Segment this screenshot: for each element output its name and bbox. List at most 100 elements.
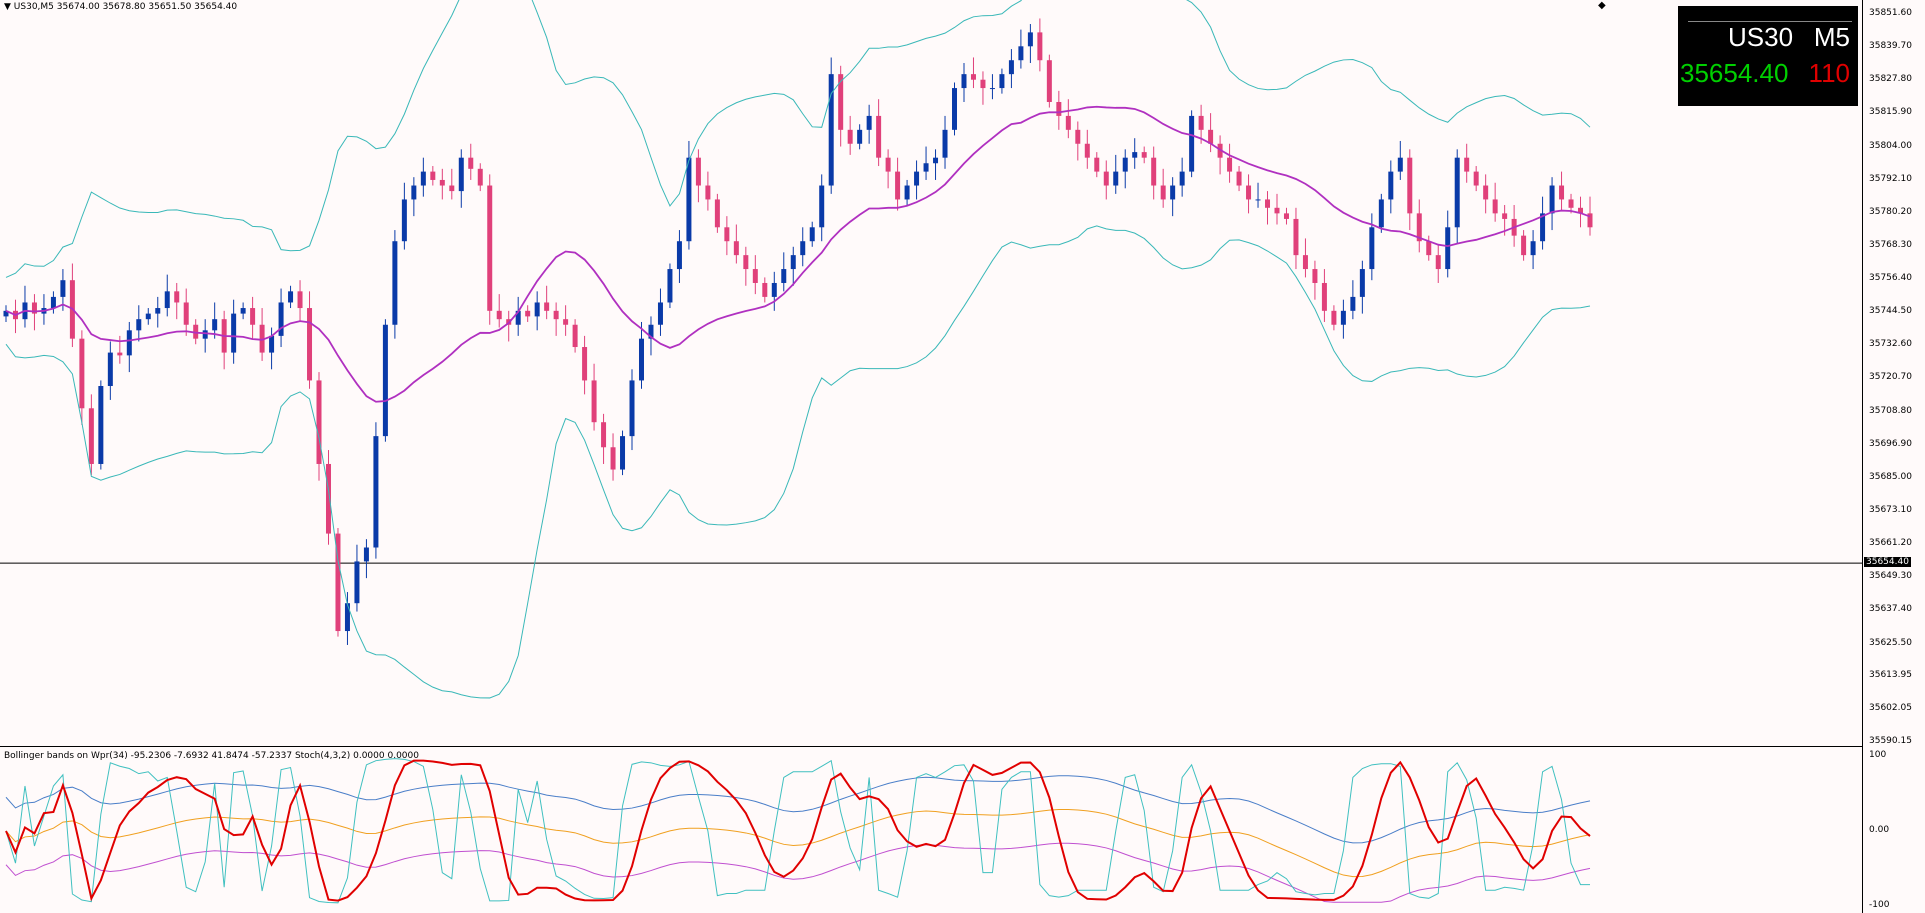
candle-body <box>800 241 806 256</box>
candle-body <box>1540 213 1546 242</box>
candle-body <box>1340 310 1346 325</box>
candle-body <box>382 324 388 437</box>
candle-body <box>961 74 967 89</box>
candle-body <box>354 561 360 604</box>
candle-body <box>1445 227 1451 270</box>
candle-body <box>1369 227 1375 270</box>
candle-body <box>1160 185 1166 200</box>
bollinger-lower-band <box>5 225 1591 699</box>
candle-body <box>676 241 682 270</box>
candle-body <box>50 296 56 309</box>
candle-body <box>714 199 720 228</box>
candle-body <box>762 282 768 297</box>
candle-body <box>1274 207 1280 214</box>
candle-body <box>819 185 825 228</box>
candle-body <box>695 157 701 186</box>
price-tick-label: 35685.00 <box>1869 471 1912 482</box>
candle-body <box>1378 199 1384 228</box>
candle-body <box>1198 115 1204 130</box>
candle-body <box>1265 199 1271 208</box>
candle-body <box>705 185 711 200</box>
candle-body <box>544 302 550 311</box>
candle-body <box>1321 282 1327 311</box>
current-price-tag: 35654.40 <box>1864 557 1911 568</box>
candle-body <box>582 347 588 381</box>
candle-body <box>240 308 246 314</box>
candle-body <box>876 115 882 158</box>
price-tick-label: 35673.10 <box>1869 505 1912 516</box>
candle-body <box>1246 185 1252 200</box>
symbol-header: ▼ US30,M5 35674.00 35678.80 35651.50 356… <box>4 2 237 12</box>
candle-body <box>1189 115 1195 172</box>
price-tick-label: 35649.30 <box>1869 571 1912 582</box>
candle-body <box>724 227 730 242</box>
candle-body <box>914 171 920 186</box>
candle-body <box>1255 199 1261 201</box>
symbol-info-box: US30 M5 35654.40 110 <box>1678 6 1858 106</box>
candle-body <box>1435 255 1441 270</box>
collapse-triangle-icon[interactable]: ▼ <box>4 2 11 12</box>
candle-body <box>648 324 654 339</box>
price-tick-label: 35637.40 <box>1869 604 1912 615</box>
price-tick-label: 35815.90 <box>1869 107 1912 118</box>
indicator-panel[interactable]: Bollinger bands on Wpr(34) -95.2306 -7.6… <box>0 748 1863 913</box>
candle-body <box>563 319 569 325</box>
timeframe-label: M5 <box>1813 22 1850 52</box>
candle-body <box>1397 157 1403 172</box>
candle-body <box>1426 241 1432 256</box>
candle-body <box>1065 115 1071 130</box>
candle-body <box>250 308 256 325</box>
bid-price: 35654.40 <box>1680 58 1789 88</box>
candle-body <box>828 74 834 186</box>
candle-body <box>136 319 142 331</box>
candle-body <box>629 380 635 437</box>
candle-body <box>1208 129 1214 144</box>
candle-body <box>923 163 929 172</box>
candle-body <box>145 313 151 320</box>
candle-body <box>107 352 113 387</box>
candle-body <box>1473 171 1479 186</box>
candle-body <box>1407 157 1413 214</box>
candle-body <box>667 269 673 303</box>
candle-body <box>449 185 455 192</box>
indicator-tick-label: 0.00 <box>1869 825 1890 835</box>
candle-body <box>278 302 284 336</box>
candle-body <box>1388 171 1394 200</box>
candle-body <box>193 324 199 339</box>
candle-body <box>1483 185 1489 200</box>
candle-body <box>1141 152 1147 158</box>
indicator-header: Bollinger bands on Wpr(34) -95.2306 -7.6… <box>4 751 419 761</box>
candle-body <box>895 171 901 200</box>
candle-body <box>1037 32 1043 61</box>
candle-body <box>1056 101 1062 116</box>
candle-body <box>752 269 758 283</box>
candle-body <box>117 352 123 356</box>
candle-body <box>126 330 132 356</box>
candle-body <box>952 88 958 130</box>
candle-body <box>591 380 597 423</box>
candle-body <box>430 171 436 180</box>
price-tick-label: 35827.80 <box>1869 74 1912 85</box>
price-chart-svg[interactable] <box>0 0 1863 746</box>
candle-body <box>88 408 94 464</box>
candle-body <box>933 157 939 164</box>
candle-body <box>1521 235 1527 256</box>
candle-body <box>515 310 521 325</box>
candle-body <box>1549 185 1555 214</box>
main-chart-panel[interactable]: ▼ US30,M5 35674.00 35678.80 35651.50 356… <box>0 0 1863 747</box>
candle-body <box>316 380 322 464</box>
spread-value: 110 <box>1808 58 1850 88</box>
bollinger-upper-band <box>5 0 1591 278</box>
candle-body <box>1312 269 1318 283</box>
price-axis[interactable]: 35851.60 35839.70 35827.80 35815.90 35804.00… <box>1862 0 1925 913</box>
candle-body <box>1559 185 1565 200</box>
candle-body <box>1008 60 1014 75</box>
candle-body <box>553 310 559 320</box>
price-tick-label: 35613.95 <box>1869 669 1912 680</box>
candle-body <box>1464 157 1470 172</box>
indicator-chart-svg[interactable] <box>0 748 1863 913</box>
candle-body <box>297 291 303 309</box>
candle-body <box>970 74 976 80</box>
price-tick-label: 35696.90 <box>1869 438 1912 449</box>
candle-body <box>477 168 483 186</box>
